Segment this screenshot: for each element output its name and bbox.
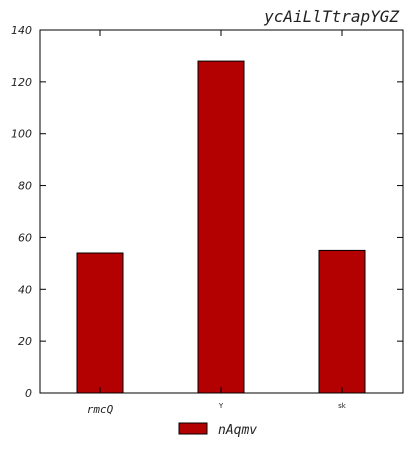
bars-layer <box>76 60 366 394</box>
x-tick-label: rmcQ <box>87 403 114 416</box>
y-tick-label: 20 <box>18 335 32 348</box>
y-tick-label: 40 <box>18 283 32 296</box>
y-tick-label: 80 <box>18 180 32 193</box>
legend-swatch <box>178 422 208 435</box>
y-tick-label: 100 <box>11 128 32 141</box>
bar-rmcQ <box>76 252 124 394</box>
y-tick-label: 0 <box>25 387 32 400</box>
legend-label: nAqmv <box>218 423 257 438</box>
chart-title: ycAiLlTtrapYGZ <box>263 7 399 26</box>
y-tick-label: 60 <box>18 231 32 244</box>
bar-sk <box>318 249 366 394</box>
ticks-layer <box>40 29 403 394</box>
legend: nAqmv <box>178 422 257 438</box>
bar-Y <box>197 60 245 394</box>
x-tick-label: Y <box>218 402 224 410</box>
x-tick-label: sk <box>338 402 347 410</box>
y-tick-label: 140 <box>11 24 32 37</box>
y-tick-labels: 0 20 40 60 80 100 120 140 <box>11 24 32 400</box>
y-tick-label: 120 <box>11 76 32 89</box>
